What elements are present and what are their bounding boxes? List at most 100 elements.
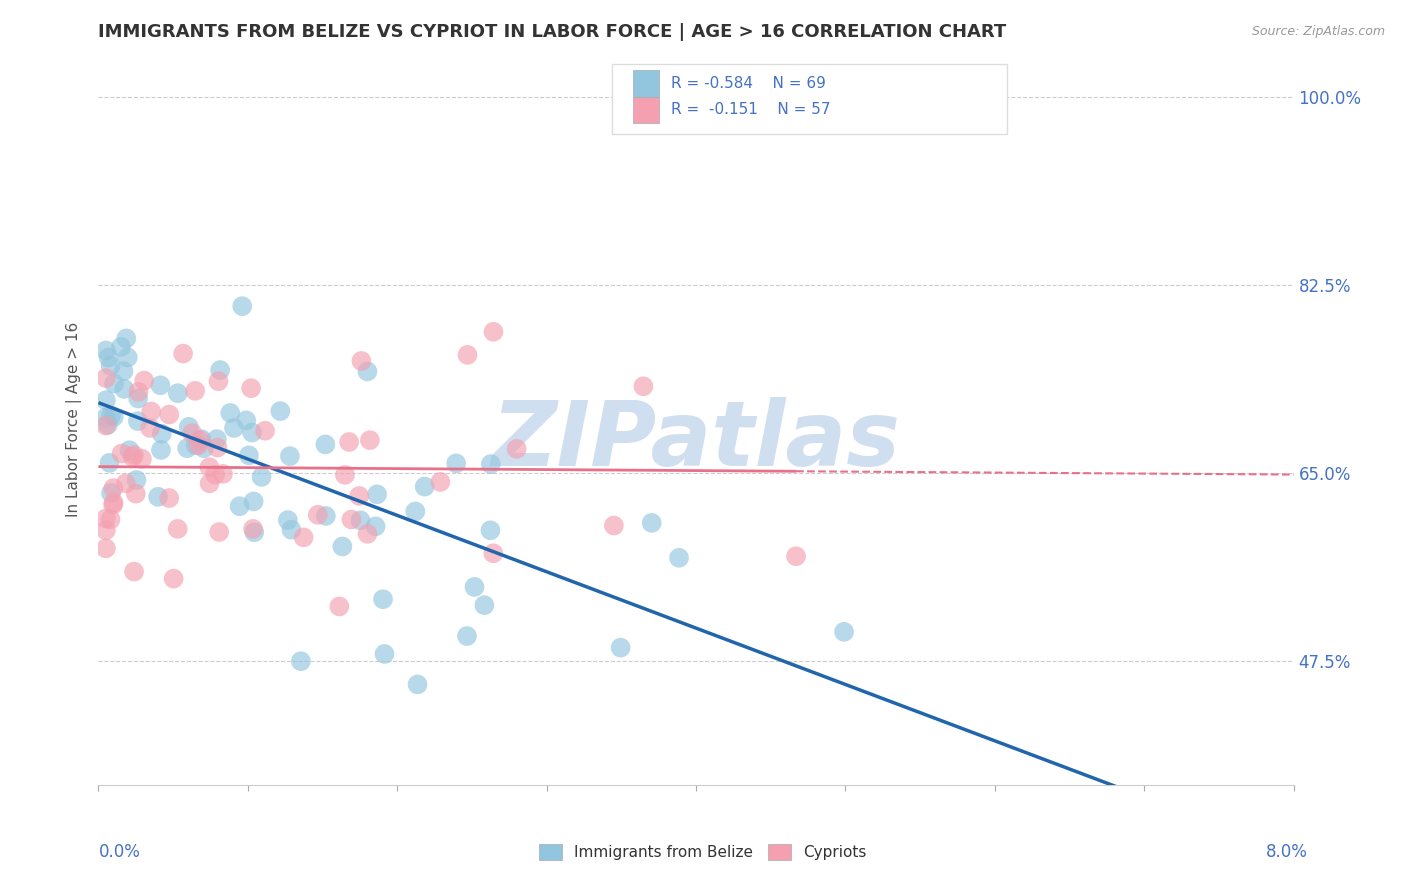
Point	[222, 421, 245, 435]
Point	[94, 541, 117, 556]
Point	[97, 351, 120, 365]
Point	[94, 393, 117, 408]
Point	[373, 647, 395, 661]
Point	[482, 325, 505, 339]
Point	[157, 491, 180, 505]
Point	[482, 546, 505, 560]
Point	[117, 351, 139, 365]
Point	[94, 523, 117, 537]
Point	[429, 475, 451, 489]
Point	[254, 424, 277, 438]
Point	[187, 438, 209, 452]
Point	[134, 374, 156, 388]
Point	[198, 460, 221, 475]
Point	[209, 363, 232, 377]
Point	[111, 446, 134, 460]
Point	[94, 418, 117, 433]
Point	[240, 425, 263, 440]
Point	[785, 549, 807, 564]
Point	[190, 432, 212, 446]
Point	[315, 508, 337, 523]
Point	[243, 525, 266, 540]
Point	[832, 624, 855, 639]
Point	[463, 580, 485, 594]
Point	[314, 437, 336, 451]
Point	[121, 450, 143, 464]
Point	[112, 364, 135, 378]
Point	[94, 511, 117, 525]
Point	[100, 359, 122, 373]
Point	[131, 451, 153, 466]
Point	[328, 599, 350, 614]
Point	[204, 467, 226, 482]
Point	[127, 414, 149, 428]
Point	[406, 677, 429, 691]
Point	[231, 299, 253, 313]
Point	[668, 550, 690, 565]
Point	[292, 530, 315, 544]
Point	[219, 406, 242, 420]
Point	[112, 382, 135, 396]
Point	[184, 384, 207, 398]
Point	[181, 425, 204, 440]
Point	[141, 404, 163, 418]
Text: 0.0%: 0.0%	[98, 843, 141, 861]
Point	[603, 518, 626, 533]
Point	[94, 343, 117, 358]
Point	[127, 392, 149, 406]
Text: 8.0%: 8.0%	[1265, 843, 1308, 861]
Point	[205, 432, 228, 446]
Point	[176, 441, 198, 455]
Point	[125, 486, 148, 500]
Point	[333, 467, 356, 482]
Point	[307, 508, 329, 522]
Point	[641, 516, 664, 530]
Point	[290, 654, 312, 668]
Text: ZIPatlas: ZIPatlas	[492, 397, 900, 485]
Point	[207, 441, 229, 455]
Point	[456, 629, 478, 643]
Point	[94, 410, 117, 425]
Point	[101, 498, 124, 512]
Point	[103, 481, 125, 495]
Point	[474, 598, 496, 612]
Point	[277, 513, 299, 527]
Point	[479, 457, 502, 471]
Point	[371, 592, 394, 607]
Point	[337, 434, 360, 449]
FancyBboxPatch shape	[613, 64, 1007, 134]
Text: Source: ZipAtlas.com: Source: ZipAtlas.com	[1251, 25, 1385, 38]
Text: R =  -0.151    N = 57: R = -0.151 N = 57	[671, 103, 831, 118]
Point	[278, 449, 301, 463]
FancyBboxPatch shape	[633, 70, 659, 96]
Point	[150, 442, 173, 457]
Point	[122, 565, 145, 579]
Point	[505, 442, 527, 456]
Point	[242, 494, 264, 508]
Point	[157, 408, 180, 422]
Point	[347, 489, 370, 503]
Point	[359, 433, 381, 447]
Point	[98, 456, 121, 470]
Point	[139, 421, 162, 435]
Point	[166, 386, 188, 401]
Point	[122, 448, 145, 462]
Point	[184, 438, 207, 452]
Point	[103, 376, 125, 391]
Point	[193, 442, 215, 456]
Point	[100, 486, 122, 500]
Point	[456, 348, 478, 362]
Point	[609, 640, 631, 655]
Point	[235, 413, 257, 427]
Point	[198, 476, 221, 491]
Point	[350, 354, 373, 368]
Point	[103, 409, 125, 424]
Point	[479, 524, 502, 538]
Point	[240, 381, 263, 395]
Point	[94, 371, 117, 385]
Point	[404, 504, 426, 518]
Text: R = -0.584    N = 69: R = -0.584 N = 69	[671, 76, 825, 91]
Point	[100, 512, 122, 526]
Point	[188, 434, 211, 448]
Point	[444, 456, 467, 470]
